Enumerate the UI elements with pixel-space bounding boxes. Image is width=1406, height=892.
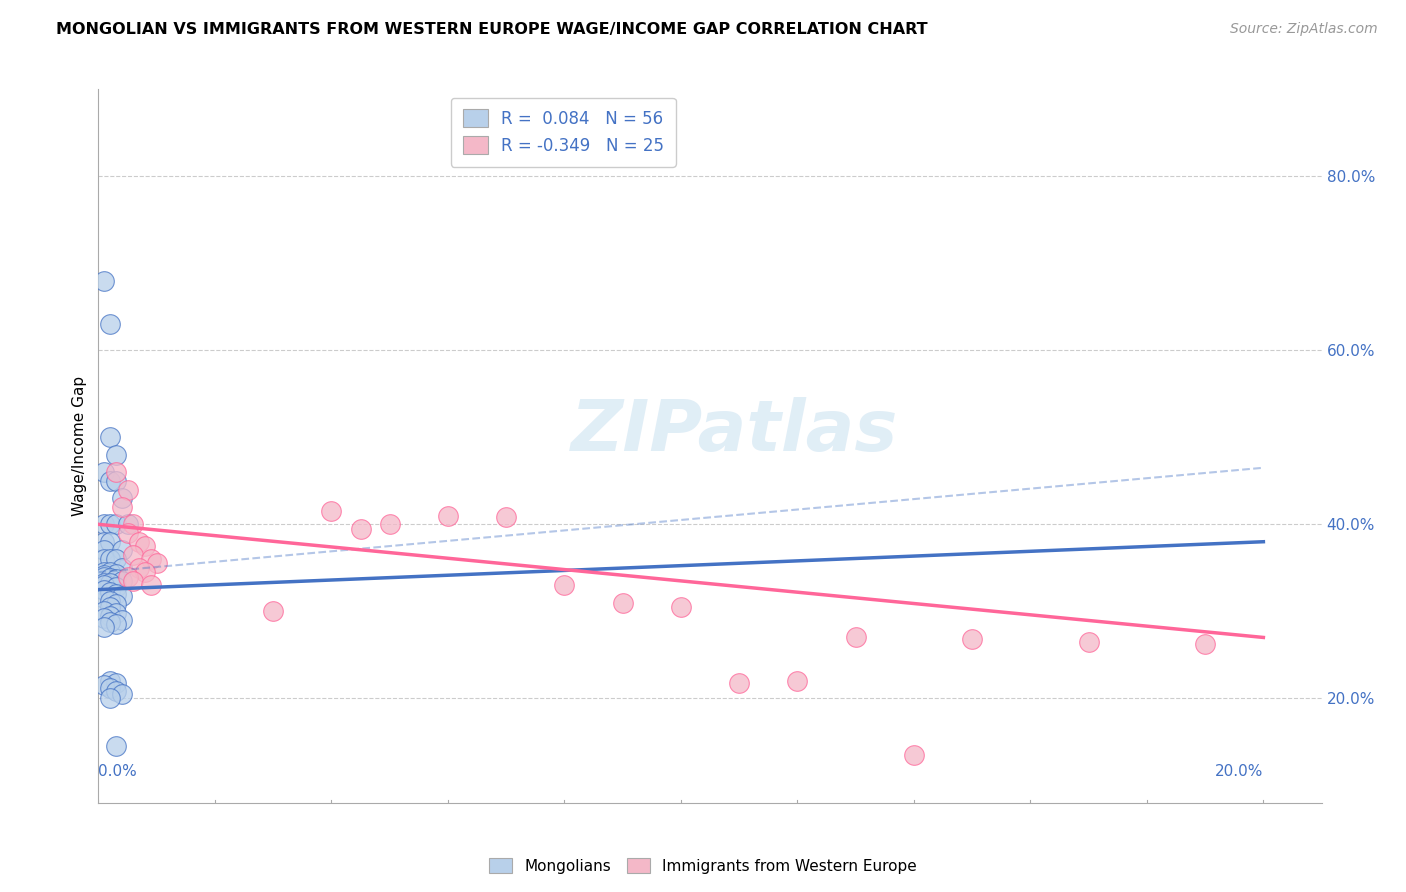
Point [93, 274, 115, 288]
Point [98, 430, 121, 444]
Point [98, 317, 121, 331]
Point [903, 747, 925, 762]
Point [104, 474, 127, 488]
Point [111, 491, 134, 506]
Point [786, 673, 808, 688]
Point [93, 578, 115, 592]
Point [104, 552, 127, 566]
Point [93, 620, 115, 634]
Point [93, 567, 115, 582]
Point [349, 522, 371, 536]
Point [104, 448, 127, 462]
Point [98, 585, 121, 599]
Point [104, 606, 127, 620]
Point [145, 557, 167, 571]
Point [98, 599, 121, 614]
Point [93, 611, 115, 625]
Point [93, 465, 115, 479]
Point [93, 582, 115, 597]
Point [98, 565, 121, 579]
Point [104, 598, 127, 612]
Point [612, 596, 634, 610]
Point [104, 675, 127, 690]
Point [93, 552, 115, 566]
Point [128, 534, 150, 549]
Legend: R =  0.084   N = 56, R = -0.349   N = 25: R = 0.084 N = 56, R = -0.349 N = 25 [451, 97, 675, 167]
Point [378, 517, 401, 532]
Point [134, 539, 156, 553]
Point [321, 504, 343, 518]
Point [122, 548, 145, 562]
Point [495, 510, 517, 524]
Point [93, 575, 115, 590]
Text: Source: ZipAtlas.com: Source: ZipAtlas.com [1230, 22, 1378, 37]
Text: 20.0%: 20.0% [1215, 764, 1264, 779]
Point [117, 526, 139, 541]
Point [98, 576, 121, 591]
Point [111, 613, 134, 627]
Point [134, 565, 156, 579]
Point [98, 594, 121, 608]
Point [93, 517, 115, 532]
Point [104, 572, 127, 586]
Point [437, 508, 460, 523]
Point [98, 534, 121, 549]
Point [111, 687, 134, 701]
Point [98, 608, 121, 623]
Point [128, 561, 150, 575]
Point [98, 615, 121, 629]
Point [93, 678, 115, 692]
Point [93, 604, 115, 618]
Point [98, 571, 121, 585]
Point [98, 673, 121, 688]
Point [104, 617, 127, 632]
Point [98, 474, 121, 488]
Point [93, 569, 115, 583]
Point [553, 578, 575, 592]
Point [98, 681, 121, 695]
Legend: Mongolians, Immigrants from Western Europe: Mongolians, Immigrants from Western Euro… [484, 852, 922, 880]
Point [669, 599, 692, 614]
Point [122, 574, 145, 588]
Point [117, 483, 139, 497]
Point [98, 552, 121, 566]
Text: ZIPatlas: ZIPatlas [571, 397, 898, 467]
Point [960, 632, 983, 647]
Point [139, 578, 162, 592]
Point [1194, 637, 1216, 651]
Point [93, 534, 115, 549]
Point [728, 675, 751, 690]
Point [117, 569, 139, 583]
Point [845, 631, 868, 645]
Point [104, 580, 127, 594]
Point [122, 517, 145, 532]
Point [104, 517, 127, 532]
Point [111, 574, 134, 588]
Point [93, 565, 115, 579]
Point [111, 500, 134, 514]
Point [104, 587, 127, 601]
Point [1077, 635, 1099, 649]
Text: MONGOLIAN VS IMMIGRANTS FROM WESTERN EUROPE WAGE/INCOME GAP CORRELATION CHART: MONGOLIAN VS IMMIGRANTS FROM WESTERN EUR… [56, 22, 928, 37]
Point [98, 517, 121, 532]
Point [98, 691, 121, 706]
Point [104, 465, 127, 479]
Point [93, 591, 115, 606]
Text: 0.0%: 0.0% [98, 764, 138, 779]
Y-axis label: Wage/Income Gap: Wage/Income Gap [72, 376, 87, 516]
Point [139, 552, 162, 566]
Point [104, 739, 127, 754]
Point [117, 517, 139, 532]
Point [104, 684, 127, 698]
Point [111, 561, 134, 575]
Point [93, 543, 115, 558]
Point [111, 589, 134, 603]
Point [111, 543, 134, 558]
Point [262, 604, 284, 618]
Point [104, 566, 127, 581]
